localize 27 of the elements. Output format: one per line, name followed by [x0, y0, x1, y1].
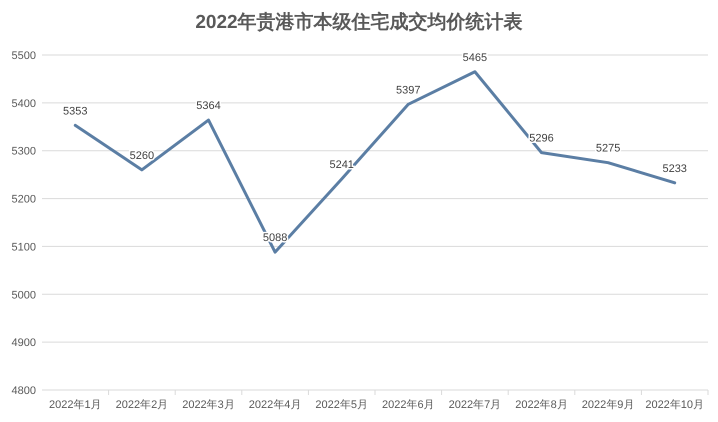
x-tick-label: 2022年3月 — [182, 399, 235, 411]
chart-title: 2022年贵港市本级住宅成交均价统计表 — [195, 11, 524, 33]
y-tick-label: 5000 — [12, 289, 36, 302]
y-tick-label: 5400 — [12, 98, 36, 110]
y-tick-label: 5200 — [12, 194, 36, 206]
data-label: 5275 — [596, 142, 620, 155]
y-tick-label: 4900 — [12, 337, 36, 350]
x-tick-label: 2022年6月 — [382, 399, 435, 411]
x-tick-label: 2022年1月 — [49, 399, 102, 411]
data-label: 5353 — [63, 105, 88, 118]
y-tick-label: 5500 — [12, 50, 36, 62]
y-tick-label: 5300 — [12, 146, 36, 158]
y-tick-label: 4800 — [12, 385, 36, 397]
data-label: 5465 — [462, 52, 488, 64]
data-label: 5260 — [130, 150, 154, 162]
data-label: 5233 — [662, 162, 687, 175]
data-label: 5364 — [196, 100, 221, 112]
x-tick-label: 2022年10月 — [645, 399, 704, 411]
data-label: 5241 — [329, 158, 354, 171]
data-label: 5397 — [396, 84, 421, 96]
x-tick-label: 2022年4月 — [248, 399, 302, 411]
x-tick-label: 2022年7月 — [448, 399, 502, 411]
x-tick-label: 2022年8月 — [515, 399, 568, 411]
x-tick-label: 2022年9月 — [582, 399, 634, 411]
x-tick-label: 2022年2月 — [116, 399, 168, 411]
y-tick-label: 5100 — [12, 241, 36, 254]
x-tick-label: 2022年5月 — [315, 399, 368, 411]
